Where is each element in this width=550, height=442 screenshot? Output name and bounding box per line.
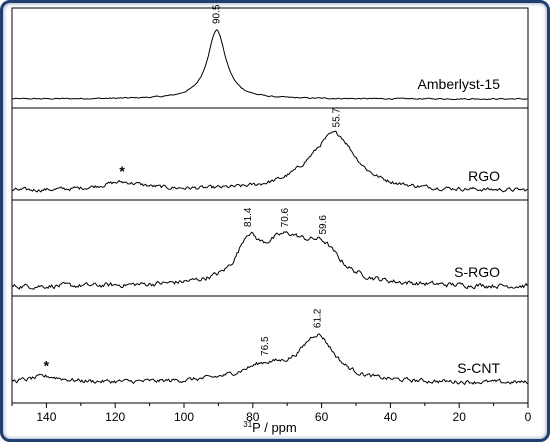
series-label: S-CNT: [457, 360, 500, 376]
peak-label: 76.5: [260, 336, 271, 356]
series-label: S-RGO: [454, 264, 500, 280]
peak-label: 55.7: [331, 108, 342, 128]
plot-border: [11, 7, 529, 404]
peak-label: 59.6: [318, 215, 329, 235]
asterisk-marker: *: [119, 163, 125, 179]
x-tick-label: 20: [453, 410, 467, 424]
spectrum-line-s-rgo: [11, 230, 528, 290]
spectrum-line-rgo: [11, 130, 528, 193]
series-label: Amberlyst-15: [418, 76, 501, 92]
x-axis-label-text: P / ppm: [252, 420, 297, 435]
peak-label: 81.4: [243, 207, 254, 227]
spectrum-line-amberlyst-15: [11, 28, 528, 101]
series-label: RGO: [468, 168, 500, 184]
x-tick-label: 60: [315, 410, 329, 424]
asterisk-marker: *: [44, 357, 50, 373]
x-tick-label: 80: [246, 410, 260, 424]
peak-label: 70.6: [280, 207, 291, 227]
peak-label: 61.2: [312, 308, 323, 328]
x-tick-label: 0: [525, 410, 532, 424]
x-tick-label: 100: [174, 410, 194, 424]
x-tick-label: 40: [384, 410, 398, 424]
peak-label: 90.5: [212, 4, 223, 24]
spectrum-line-s-cnt: [11, 333, 528, 386]
x-tick-label: 140: [36, 410, 56, 424]
x-tick-label: 120: [105, 410, 125, 424]
plot-area: 140 120 100 80 60 40 20 0 Amberlyst-15 90.5 RGO 55.…: [11, 4, 532, 424]
x-axis-label-superscript: 31: [243, 420, 252, 429]
x-axis-label: 31P / ppm: [243, 420, 296, 435]
